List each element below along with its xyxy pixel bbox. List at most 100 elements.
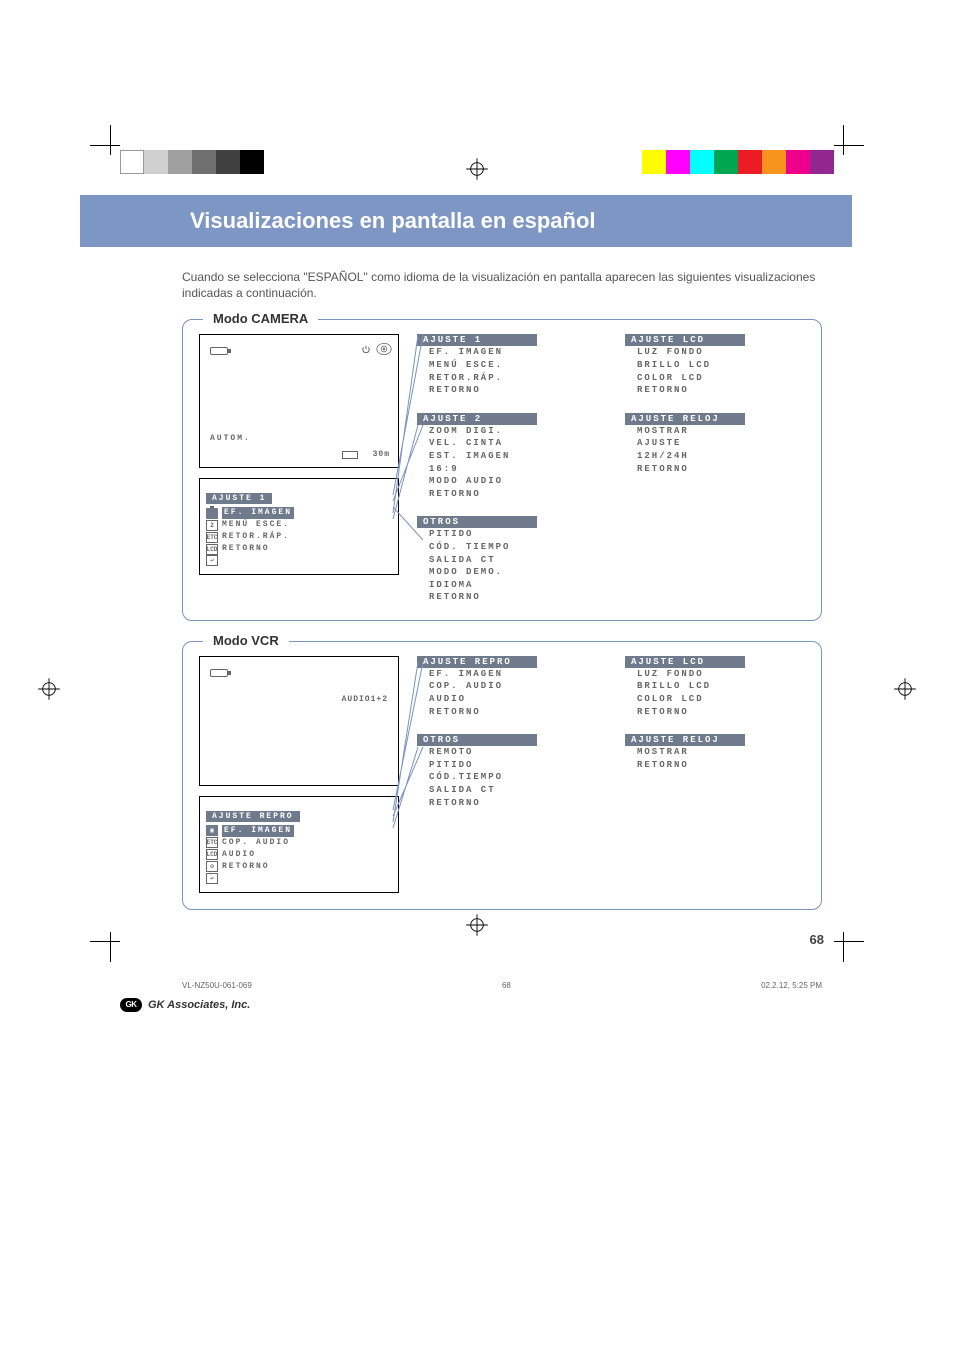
reg-swatch [690, 150, 714, 174]
menu-header: OTROS [417, 734, 537, 746]
osd-item-label: MENÚ ESCE. [222, 519, 290, 531]
menu-item: RETORNO [417, 797, 597, 810]
menu-block: AJUSTE LCDLUZ FONDOBRILLO LCDCOLOR LCDRE… [625, 334, 805, 396]
connector-vcr [393, 792, 433, 912]
menu-item: CÓD.TIEMPO [417, 771, 597, 784]
reg-swatch [738, 150, 762, 174]
menu-item: MOSTRAR [625, 746, 805, 759]
footer-center: 68 [502, 981, 511, 990]
time-label: 30m [373, 450, 390, 459]
menu-header: AJUSTE LCD [625, 656, 745, 668]
osd-row: ↩ [206, 555, 390, 566]
menu-block: AJUSTE RELOJMOSTRARAJUSTE12H/24HRETORNO [625, 413, 805, 475]
menu-item: RETORNO [417, 706, 597, 719]
mode-box-camera: Modo CAMERA AUTOM. 30m AJUSTE 1EF. IMAGE… [182, 319, 822, 621]
menu-item: PITIDO [417, 759, 597, 772]
page-title-bar: Visualizaciones en pantalla en español [80, 195, 852, 247]
osd-icon: ETC [206, 532, 218, 543]
registration-target-bottom [468, 916, 486, 934]
vcr-preview: AUDIO1+2 [199, 656, 399, 786]
osd-item-label: EF. IMAGEN [222, 507, 294, 519]
connector-camera [393, 475, 433, 645]
menu-item: ZOOM DIGI. [417, 425, 597, 438]
footer-right: 02.2.12, 5:25 PM [761, 981, 822, 990]
menu-item: COLOR LCD [625, 372, 805, 385]
menu-item: RETORNO [417, 591, 597, 604]
menu-item: AJUSTE [625, 437, 805, 450]
lamp-icon [376, 342, 392, 356]
osd-row: ▣ EF. IMAGEN [206, 825, 390, 837]
menu-item: 16:9 [417, 463, 597, 476]
standby-icon [362, 345, 370, 353]
menu-item: RETORNO [417, 384, 597, 397]
reg-swatch [144, 150, 168, 174]
osd-item-label: AUDIO [222, 849, 256, 861]
osd-row: ↩ [206, 873, 390, 884]
menu-item: SALIDA CT [417, 784, 597, 797]
osd-icon: ⊙ [206, 861, 218, 872]
menu-item: EST. IMAGEN [417, 450, 597, 463]
mode-label-camera: Modo CAMERA [203, 311, 318, 326]
menu-item: MODO DEMO. [417, 566, 597, 579]
osd-row: EF. IMAGEN [206, 507, 390, 519]
osd-row: LCDRETORNO [206, 543, 390, 555]
osd-icon: ▣ [206, 825, 218, 836]
vcr-menu-col-2: AJUSTE LCDLUZ FONDOBRILLO LCDCOLOR LCDRE… [625, 656, 805, 893]
osd-row: ⊙ RETORNO [206, 861, 390, 873]
osd-item-label: RETORNO [222, 543, 270, 555]
menu-block: AJUSTE RELOJMOSTRARRETORNO [625, 734, 805, 771]
battery-icon [210, 669, 228, 677]
osd-icon [206, 508, 218, 519]
menu-header: AJUSTE LCD [625, 334, 745, 346]
osd-icon: ETC [206, 837, 218, 848]
registration-target-left [40, 680, 58, 698]
osd-header: AJUSTE 1 [206, 493, 272, 504]
mode-box-vcr: Modo VCR AUDIO1+2 AJUSTE REPRO▣EF. IMAGE… [182, 641, 822, 910]
crop-mark-br [824, 922, 864, 962]
audio-label: AUDIO1+2 [342, 695, 388, 704]
menu-header: AJUSTE RELOJ [625, 413, 745, 425]
menu-item: COP. AUDIO [417, 680, 597, 693]
reg-swatch [216, 150, 240, 174]
osd-row: ETCRETOR.RÁP. [206, 531, 390, 543]
reg-swatch [642, 150, 666, 174]
menu-item: MENÚ ESCE. [417, 359, 597, 372]
reg-swatch [666, 150, 690, 174]
page-title: Visualizaciones en pantalla en español [190, 208, 596, 234]
reg-swatch [714, 150, 738, 174]
tape-icon [342, 451, 358, 459]
osd-icon: 2 [206, 520, 218, 531]
vcr-osd: AJUSTE REPRO▣EF. IMAGENETCCOP. AUDIOLCDA… [199, 796, 399, 893]
menu-item: RETORNO [625, 463, 805, 476]
reg-swatch [786, 150, 810, 174]
menu-item: BRILLO LCD [625, 359, 805, 372]
menu-header: AJUSTE 2 [417, 413, 537, 425]
menu-item: LUZ FONDO [625, 346, 805, 359]
menu-block: OTROSREMOTOPITIDOCÓD.TIEMPOSALIDA CTRETO… [417, 734, 597, 809]
intro-text: Cuando se selecciona "ESPAÑOL" como idio… [182, 269, 822, 301]
menu-item: RETORNO [625, 706, 805, 719]
camera-osd: AJUSTE 1 EF. IMAGEN 2 MENÚ ESCE.ETCRETOR.RÁ… [199, 478, 399, 575]
registration-target-right [896, 680, 914, 698]
osd-icon: ↩ [206, 555, 218, 566]
autom-label: AUTOM. [210, 434, 251, 443]
menu-item: BRILLO LCD [625, 680, 805, 693]
menu-header: AJUSTE RELOJ [625, 734, 745, 746]
menu-item: LUZ FONDO [625, 668, 805, 681]
registration-colors [642, 150, 834, 174]
reg-swatch [810, 150, 834, 174]
menu-item: EF. IMAGEN [417, 346, 597, 359]
osd-item-label: EF. IMAGEN [222, 825, 294, 837]
menu-block: AJUSTE REPROEF. IMAGENCOP. AUDIOAUDIORET… [417, 656, 597, 718]
menu-item: RETOR.RÁP. [417, 372, 597, 385]
footer: VL-NZ50U-061-069 68 02.2.12, 5:25 PM [102, 981, 852, 990]
menu-block: AJUSTE 1EF. IMAGENMENÚ ESCE.RETOR.RÁP.RE… [417, 334, 597, 396]
camera-menu-col-1: AJUSTE 1EF. IMAGENMENÚ ESCE.RETOR.RÁP.RE… [417, 334, 597, 604]
reg-swatch [192, 150, 216, 174]
menu-item: SALIDA CT [417, 554, 597, 567]
menu-block: AJUSTE LCDLUZ FONDOBRILLO LCDCOLOR LCDRE… [625, 656, 805, 718]
menu-item: 12H/24H [625, 450, 805, 463]
osd-item-label: RETORNO [222, 861, 270, 873]
menu-header: AJUSTE 1 [417, 334, 537, 346]
osd-row: 2 MENÚ ESCE. [206, 519, 390, 531]
